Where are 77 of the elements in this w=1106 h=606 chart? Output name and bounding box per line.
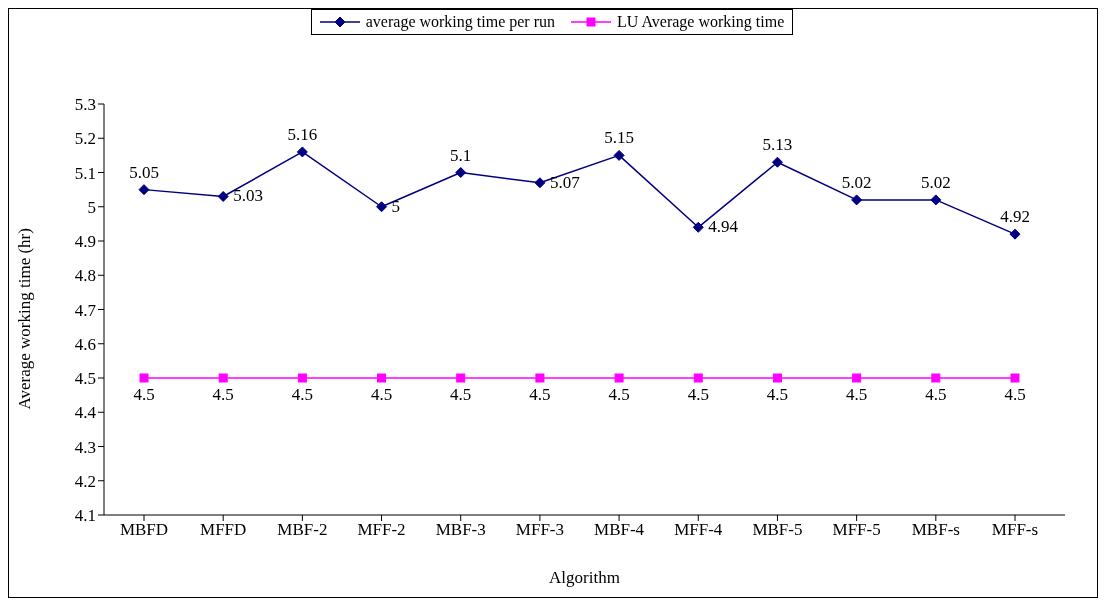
- data-label: 5.02: [920, 172, 951, 192]
- y-tick-label: 4.3: [74, 437, 96, 457]
- y-tick-label: 4.1: [74, 506, 96, 526]
- data-label: 4.5: [846, 385, 868, 404]
- point: [1010, 373, 1020, 383]
- point: [297, 373, 307, 383]
- point: [535, 373, 545, 383]
- x-axis-title: Algorithm: [549, 568, 620, 587]
- x-tick-label: MBF-5: [752, 520, 803, 540]
- x-tick-label: MBF-2: [277, 520, 328, 540]
- y-tick-label: 4.9: [74, 232, 96, 252]
- x-tick-label: MFFD: [200, 520, 247, 540]
- y-tick-label: 4.5: [74, 369, 96, 389]
- data-label: 5.02: [841, 172, 872, 192]
- point: [139, 373, 149, 383]
- data-label: 5.16: [287, 124, 318, 144]
- point: [771, 156, 783, 168]
- data-label: 4.5: [291, 385, 313, 404]
- y-tick-label: 4.8: [74, 266, 96, 286]
- legend-label: LU Average working time: [617, 13, 785, 31]
- point: [376, 201, 388, 213]
- y-tick-label: 5.1: [74, 163, 96, 183]
- y-tick-label: 4.4: [74, 403, 97, 423]
- data-label: 5.03: [233, 186, 263, 206]
- data-label: 5.15: [604, 128, 634, 148]
- point: [456, 373, 466, 383]
- point: [218, 373, 228, 383]
- x-tick-label: MBF-s: [911, 520, 960, 540]
- y-tick-label: 5.2: [74, 129, 96, 149]
- data-label: 4.5: [133, 385, 155, 404]
- point: [138, 184, 150, 196]
- data-label: 4.5: [766, 385, 789, 404]
- data-label: 5: [391, 196, 401, 216]
- data-label: 4.5: [608, 385, 630, 404]
- legend-label: average working time per run: [365, 13, 556, 31]
- point: [851, 194, 863, 206]
- data-label: 5.05: [129, 162, 159, 182]
- point: [613, 149, 625, 161]
- data-label: 4.5: [370, 385, 393, 404]
- point: [614, 373, 624, 383]
- y-axis-title: Average working time (hr): [15, 228, 35, 410]
- point: [296, 146, 308, 158]
- x-tick-label: MFF-5: [832, 520, 881, 540]
- data-label: 4.94: [708, 217, 739, 237]
- data-label: 5.07: [549, 172, 581, 192]
- y-tick-label: 4.7: [74, 300, 97, 320]
- x-tick-label: MBF-3: [435, 520, 486, 540]
- point: [931, 373, 941, 383]
- y-tick-label: 4.2: [74, 471, 96, 491]
- point: [692, 221, 704, 233]
- x-tick-label: MBFD: [119, 520, 169, 540]
- data-label: 4.5: [1004, 385, 1026, 404]
- data-label: 4.5: [529, 385, 551, 404]
- x-tick-label: MFF-3: [515, 520, 564, 540]
- data-label: 5.13: [762, 135, 793, 155]
- point: [217, 190, 229, 202]
- point: [534, 177, 546, 189]
- x-tick-label: MFF-4: [674, 520, 723, 540]
- data-label: 4.5: [687, 385, 709, 404]
- point: [852, 373, 862, 383]
- point: [930, 194, 942, 206]
- point: [693, 373, 703, 383]
- point: [1009, 228, 1021, 240]
- point: [377, 373, 387, 383]
- y-tick-label: 5.3: [74, 95, 96, 115]
- data-label: 5.1: [450, 145, 472, 165]
- data-label: 4.5: [450, 385, 472, 404]
- x-tick-label: MBF-4: [594, 520, 645, 540]
- data-label: 4.92: [1000, 207, 1030, 227]
- y-tick-label: 5: [87, 197, 96, 217]
- point: [455, 167, 467, 178]
- x-tick-label: MFF-s: [991, 520, 1039, 540]
- x-tick-label: MFF-2: [357, 520, 406, 540]
- point: [772, 373, 782, 383]
- data-label: 4.5: [925, 385, 947, 404]
- y-tick-label: 4.6: [74, 334, 96, 354]
- data-label: 4.5: [212, 385, 234, 404]
